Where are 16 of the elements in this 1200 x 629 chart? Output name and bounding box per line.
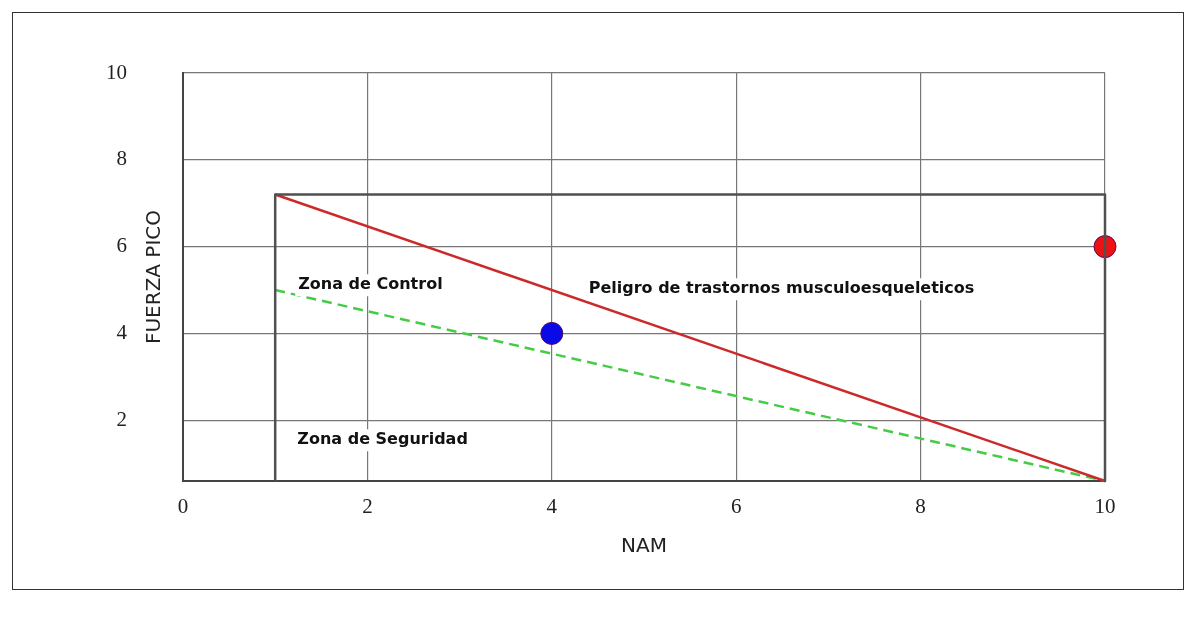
- x-tick-label: 8: [915, 494, 926, 519]
- x-tick-label: 4: [546, 494, 558, 519]
- y-tick-label: 2: [116, 406, 127, 431]
- annotation: Peligro de trastornos musculoesqueleticos: [588, 278, 975, 298]
- x-tick-label: 2: [362, 494, 373, 519]
- y-tick-label: 6: [116, 233, 127, 258]
- annotation: Zona de Seguridad: [297, 429, 468, 449]
- x-tick-label: 0: [177, 494, 189, 519]
- x-axis-title: NAM: [621, 533, 667, 558]
- y-tick-label: 10: [106, 59, 127, 84]
- annotation: Zona de Control: [298, 274, 443, 294]
- x-tick-label: 10: [1094, 494, 1116, 519]
- y-axis-title: FUERZA PICO: [141, 209, 166, 345]
- x-tick-label: 6: [730, 494, 742, 519]
- y-tick-label: 8: [116, 146, 127, 171]
- y-tick-label: 4: [116, 319, 128, 344]
